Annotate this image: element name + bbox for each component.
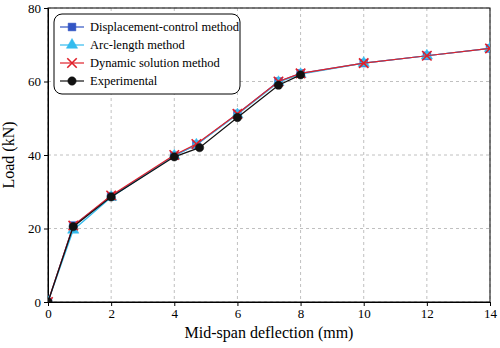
- point: [359, 58, 368, 67]
- tick: 10: [358, 302, 371, 321]
- tick-label: 8: [298, 306, 305, 321]
- point: [195, 143, 203, 151]
- point: [48, 297, 53, 302]
- tick-label: 12: [421, 306, 434, 321]
- tick-label: 10: [358, 306, 371, 321]
- point: [69, 222, 77, 230]
- point: [68, 223, 79, 233]
- tick-label: 0: [35, 295, 42, 310]
- series: [48, 45, 490, 302]
- y-axis: 0 20 40 60 80: [28, 1, 49, 310]
- tick: 40: [28, 148, 48, 163]
- point: [296, 69, 305, 78]
- legend-label: Displacement-control method: [90, 20, 240, 34]
- x-axis: 0 2 4 6 8 10 12 14: [45, 302, 497, 321]
- tick: 6: [235, 302, 242, 321]
- legend-item: Arc-length method: [60, 38, 186, 52]
- tick: 80: [28, 1, 48, 16]
- tick: 0: [45, 302, 52, 321]
- point: [107, 193, 115, 201]
- legend-box: [54, 14, 240, 94]
- plot: 0 2 4 6 8 10 12 14 0 20 40 60 80 Displacement-control…: [28, 1, 498, 322]
- tick: 14: [484, 302, 498, 321]
- point: [296, 71, 304, 79]
- tick-label: 2: [108, 306, 115, 321]
- legend-marker: [66, 38, 77, 48]
- legend-item: Experimental: [60, 74, 158, 88]
- tick-label: 40: [28, 148, 41, 163]
- tick-mark: [44, 82, 48, 83]
- legend-label: Arc-length method: [90, 38, 186, 52]
- tick-label: 0: [45, 306, 52, 321]
- series-line: [48, 48, 490, 302]
- chart: 0 2 4 6 8 10 12 14 0 20 40 60 80 Displacement-control…: [0, 0, 500, 348]
- series: [48, 71, 305, 302]
- axis-line: [44, 9, 49, 303]
- tick: 8: [298, 302, 305, 321]
- point: [422, 51, 431, 60]
- tick: 20: [28, 221, 48, 236]
- series: [48, 42, 490, 302]
- point: [69, 221, 78, 230]
- tick-label: 20: [28, 221, 41, 236]
- tick-mark: [44, 8, 48, 9]
- tick-mark: [44, 229, 48, 230]
- tick-label: 60: [28, 74, 41, 89]
- grid-line: [363, 8, 364, 302]
- grid: [48, 8, 490, 302]
- tick: 12: [421, 302, 434, 321]
- tick-mark: [44, 302, 48, 303]
- tick: 2: [108, 302, 115, 321]
- legend-marker: [67, 58, 76, 67]
- legend-label: Dynamic solution method: [90, 56, 221, 70]
- legend-marker: [68, 23, 76, 31]
- series-group: [48, 42, 490, 302]
- tick: 60: [28, 74, 48, 89]
- x-axis-title: Mid-span deflection (mm): [185, 324, 354, 342]
- tick: 4: [172, 302, 179, 321]
- tick-label: 4: [172, 306, 179, 321]
- tick-label: 80: [28, 1, 41, 16]
- legend: Displacement-control method Arc-length me…: [54, 14, 240, 94]
- point: [106, 191, 117, 201]
- grid-line: [48, 228, 490, 229]
- point: [48, 295, 54, 302]
- point: [48, 298, 52, 302]
- point: [106, 191, 115, 200]
- legend-label: Experimental: [90, 74, 158, 88]
- tick-label: 14: [484, 306, 498, 321]
- point: [170, 153, 178, 161]
- grid-line: [48, 155, 490, 156]
- point: [48, 298, 52, 302]
- tick-label: 6: [235, 306, 242, 321]
- point: [485, 44, 490, 53]
- series: [48, 44, 490, 302]
- series-line: [48, 48, 490, 302]
- point: [233, 113, 241, 121]
- series-line: [48, 48, 490, 302]
- tick-mark: [44, 155, 48, 156]
- series-line: [48, 75, 301, 302]
- point: [274, 81, 282, 89]
- legend-marker: [68, 77, 76, 85]
- legend-item: Displacement-control method: [60, 20, 240, 34]
- plot-frame: [48, 8, 490, 302]
- tick: 0: [35, 295, 49, 310]
- legend-item: Dynamic solution method: [60, 56, 221, 70]
- y-axis-title: Load (kN): [0, 121, 18, 188]
